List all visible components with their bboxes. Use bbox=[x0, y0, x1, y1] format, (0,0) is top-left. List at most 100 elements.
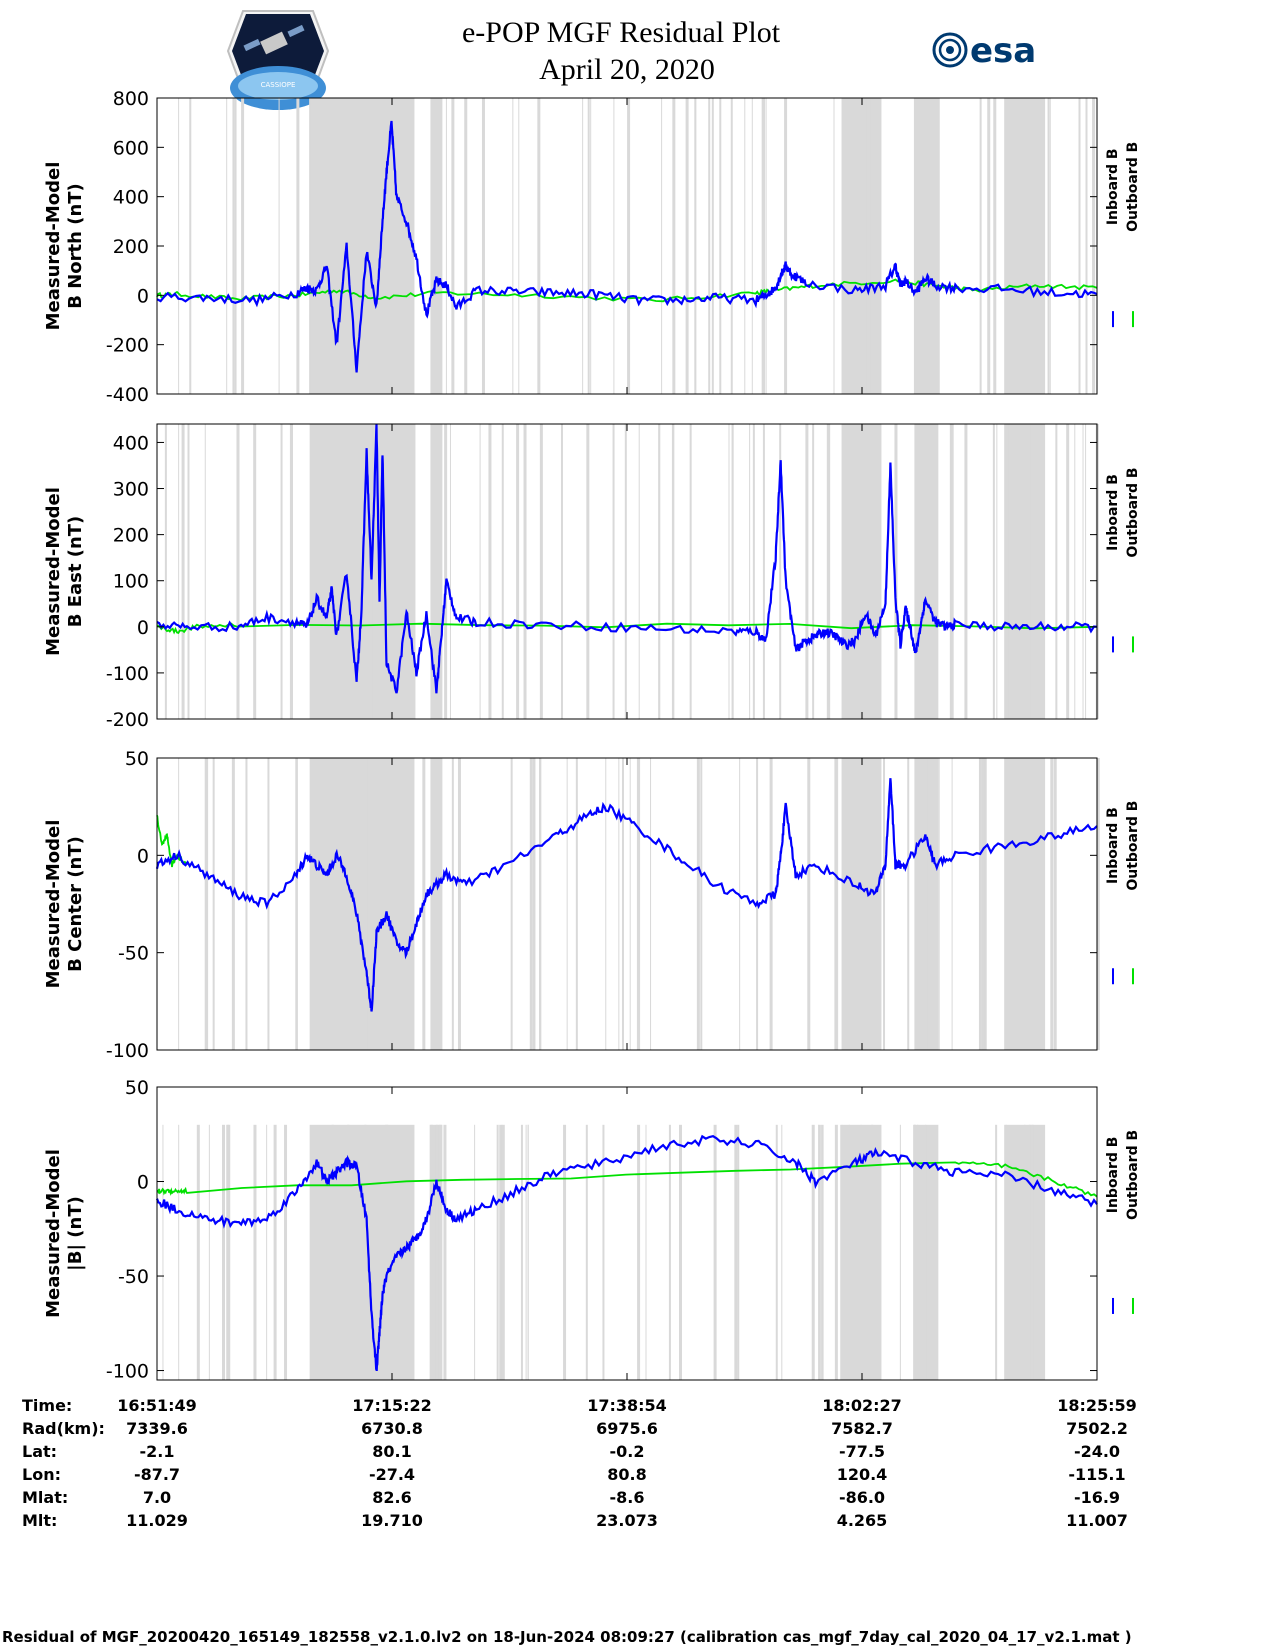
shade-stripe-east-49 bbox=[501, 424, 504, 719]
legend-inboard-label-north: Inboard B bbox=[1105, 148, 1121, 225]
shade-stripe-north-22 bbox=[719, 98, 722, 394]
shade-stripe-mag-22 bbox=[435, 1124, 438, 1380]
info-cell-2-3: 80.8 bbox=[607, 1465, 646, 1484]
shade-stripe-north-58 bbox=[1078, 98, 1081, 394]
shade-stripe-center-53 bbox=[834, 758, 838, 1050]
shade-stripe-center-27 bbox=[951, 758, 953, 1050]
shade-stripe-east-22 bbox=[624, 424, 627, 719]
shade-stripe-mag-6 bbox=[162, 1124, 164, 1380]
chart-title-line2: April 20, 2020 bbox=[539, 53, 715, 86]
shade-stripe-east-1 bbox=[187, 424, 190, 719]
panel-mag: -100 -50 0 50 Measured-Model |B| (nT) Inboard … bbox=[43, 1077, 1141, 1383]
series-mag-inboard bbox=[155, 1134, 1098, 1372]
ylabel-center-line2: B Center (nT) bbox=[65, 836, 86, 972]
shade-stripe-mag-11 bbox=[637, 1124, 641, 1380]
info-cell-0-0: 16:51:49 bbox=[117, 1396, 197, 1415]
cassiope-logo: CASSIOPE bbox=[226, 10, 330, 110]
shade-stripe-mag-19 bbox=[668, 1124, 671, 1380]
shade-stripe-center-20 bbox=[532, 758, 536, 1050]
ytick-label-north-4: 400 bbox=[113, 187, 149, 209]
shade-stripe-north-43 bbox=[234, 98, 237, 394]
shade-stripe-north-30 bbox=[445, 98, 447, 394]
ytick-label-north-3: 200 bbox=[113, 236, 149, 258]
shade-stripe-north-31 bbox=[373, 98, 376, 394]
shade-band-mag-4 bbox=[914, 1124, 939, 1380]
shade-band-north-2 bbox=[1004, 98, 1046, 394]
shade-stripe-east-29 bbox=[181, 424, 185, 719]
shade-stripe-east-48 bbox=[728, 424, 730, 719]
shade-stripe-north-11 bbox=[936, 98, 940, 394]
shade-stripe-mag-35 bbox=[499, 1124, 503, 1380]
ytick-label-center-1: -50 bbox=[118, 943, 149, 965]
info-label-2: Lat: bbox=[22, 1442, 57, 1461]
ytick-label-north-1: -200 bbox=[106, 335, 149, 357]
shade-band-center-1 bbox=[430, 758, 443, 1050]
ytick-label-east-5: 300 bbox=[113, 479, 149, 501]
shade-stripe-north-4 bbox=[1085, 98, 1088, 394]
ylabel-mag-line2: |B| (nT) bbox=[65, 1196, 86, 1271]
shade-stripe-north-50 bbox=[987, 98, 991, 394]
shade-stripe-center-43 bbox=[883, 758, 886, 1050]
shade-stripe-center-32 bbox=[876, 758, 880, 1050]
shade-stripe-north-5 bbox=[627, 98, 631, 394]
info-cell-3-0: 18:02:27 bbox=[822, 1396, 902, 1415]
legend-outboard-label-mag: Outboard B bbox=[1125, 1130, 1141, 1220]
shade-stripe-center-40 bbox=[245, 758, 248, 1050]
shade-stripe-east-0 bbox=[178, 424, 180, 719]
series-east-inboard bbox=[156, 423, 1098, 694]
info-cell-4-0: 18:25:59 bbox=[1057, 1396, 1137, 1415]
shade-stripe-center-57 bbox=[529, 758, 531, 1050]
shade-stripe-north-47 bbox=[784, 98, 788, 394]
shade-stripe-north-19 bbox=[763, 98, 766, 394]
info-cell-2-1: 6975.6 bbox=[596, 1419, 658, 1438]
info-cell-3-3: 120.4 bbox=[837, 1465, 888, 1484]
shade-stripe-north-23 bbox=[481, 98, 485, 394]
shade-stripe-north-20 bbox=[913, 98, 917, 394]
shade-stripe-center-23 bbox=[769, 758, 773, 1050]
shade-stripe-mag-21 bbox=[1005, 1124, 1007, 1380]
shade-stripe-mag-50 bbox=[284, 1124, 288, 1380]
shade-stripe-mag-33 bbox=[1024, 1124, 1026, 1380]
shade-stripe-mag-53 bbox=[438, 1124, 442, 1380]
series-east-outboard bbox=[156, 622, 1098, 635]
shade-stripe-center-58 bbox=[907, 758, 910, 1050]
info-cell-0-2: -2.1 bbox=[140, 1442, 175, 1461]
shade-band-north-1 bbox=[430, 98, 443, 394]
info-cell-3-1: 7582.7 bbox=[831, 1419, 893, 1438]
info-cell-2-2: -0.2 bbox=[610, 1442, 645, 1461]
info-cell-3-2: -77.5 bbox=[839, 1442, 885, 1461]
shade-stripe-north-56 bbox=[537, 98, 541, 394]
shade-stripe-north-39 bbox=[661, 98, 663, 394]
shade-stripe-center-3 bbox=[629, 758, 631, 1050]
panel-east: -200 -100 0 100 200 300 400 Measured-Model B Eas… bbox=[43, 423, 1141, 731]
shade-stripe-east-52 bbox=[812, 424, 815, 719]
shade-stripe-east-18 bbox=[356, 424, 358, 719]
info-cell-4-5: 11.007 bbox=[1066, 1511, 1128, 1530]
ylabel-east-line1: Measured-Model bbox=[43, 487, 64, 656]
legend-center: Inboard B Outboard B bbox=[1105, 801, 1141, 985]
shade-stripe-mag-39 bbox=[925, 1124, 927, 1380]
shade-stripe-north-12 bbox=[765, 98, 767, 394]
shade-stripe-mag-38 bbox=[713, 1124, 717, 1380]
shade-stripe-mag-25 bbox=[585, 1124, 588, 1380]
shade-stripe-north-38 bbox=[923, 98, 927, 394]
info-cell-2-4: -8.6 bbox=[610, 1488, 645, 1507]
legend-outboard-label-center: Outboard B bbox=[1125, 801, 1141, 891]
shade-stripe-east-33 bbox=[996, 424, 998, 719]
shade-stripe-east-7 bbox=[164, 424, 167, 719]
shade-stripe-north-48 bbox=[518, 98, 520, 394]
ytick-label-center-0: -100 bbox=[106, 1040, 149, 1062]
shade-stripe-mag-36 bbox=[645, 1124, 647, 1380]
axes-frame-mag bbox=[156, 1086, 1098, 1381]
info-cell-1-5: 19.710 bbox=[361, 1511, 423, 1530]
shade-stripe-east-27 bbox=[1085, 424, 1087, 719]
shade-stripe-center-50 bbox=[205, 758, 209, 1050]
series-mag-outboard bbox=[156, 1161, 1098, 1198]
shade-stripe-east-38 bbox=[539, 424, 543, 719]
shade-stripe-north-1 bbox=[1047, 98, 1050, 394]
shade-stripe-east-34 bbox=[560, 424, 563, 719]
shade-stripe-mag-28 bbox=[775, 1124, 778, 1380]
shade-stripe-center-2 bbox=[1053, 758, 1057, 1050]
info-cell-1-3: -27.4 bbox=[369, 1465, 415, 1484]
shade-stripe-center-8 bbox=[315, 758, 319, 1050]
